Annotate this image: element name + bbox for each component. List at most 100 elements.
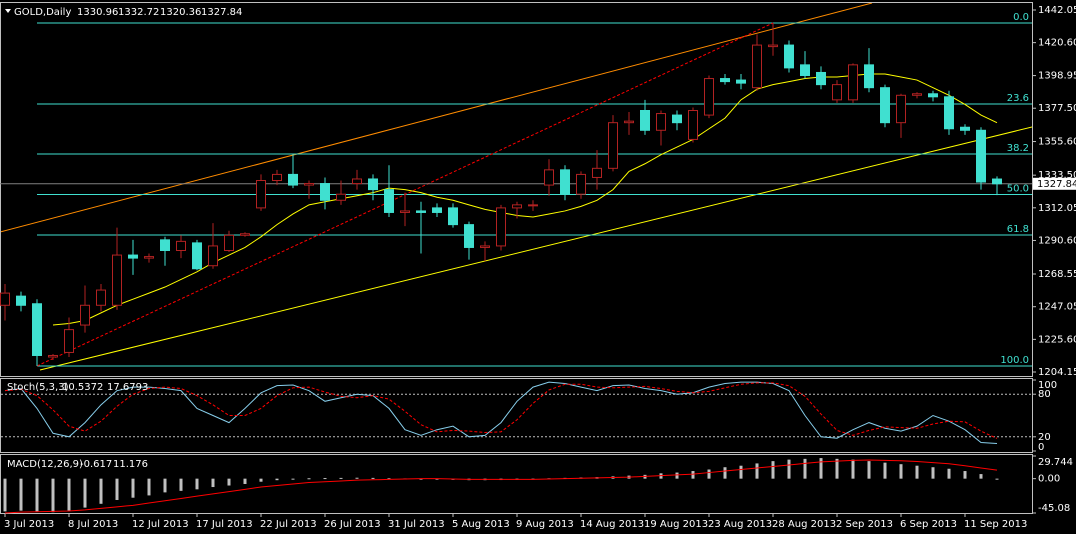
fib-label: 38.2 [1007, 143, 1029, 154]
candle-body [256, 179, 266, 209]
candle-body [672, 114, 682, 124]
candle-body [576, 173, 586, 195]
stoch-title: Stoch(5,3,3) [7, 382, 69, 393]
histogram-bar [755, 463, 759, 479]
candle-body [192, 242, 202, 270]
candle-body [928, 93, 938, 98]
stoch-signal-value: 17.6793 [107, 382, 148, 393]
menu-icon [5, 9, 11, 13]
histogram-bar [739, 465, 743, 479]
x-tick-label: 12 Jul 2013 [132, 519, 189, 530]
candle-body [464, 224, 474, 248]
candle-body [688, 110, 698, 140]
close-value: 1327.84 [201, 7, 242, 18]
candle-body [848, 64, 858, 101]
stoch-panel-frame [0, 378, 1033, 453]
histogram-bar [19, 478, 23, 511]
histogram-bar [51, 478, 55, 513]
x-tick-label: 22 Jul 2013 [260, 519, 317, 530]
candle-body [544, 169, 554, 186]
histogram-bar [131, 478, 135, 498]
low-value: 1320.36 [160, 7, 201, 18]
signal-line [4, 459, 998, 514]
candle-body [64, 329, 74, 353]
candle-body [992, 178, 1002, 185]
histogram-bar [979, 474, 983, 479]
candle-body [832, 84, 842, 101]
x-tick-label: 23 Aug 2013 [708, 519, 772, 530]
candle-body [880, 87, 890, 124]
macd-signal-value: 11.176 [113, 459, 148, 470]
y-tick-label: 0.00 [1038, 474, 1060, 485]
candle-body [768, 44, 778, 48]
x-tick-label: 31 Jul 2013 [388, 519, 445, 530]
candle-body [912, 93, 922, 96]
histogram-bar [259, 478, 263, 482]
histogram-bar [163, 478, 167, 493]
histogram-bar [115, 478, 119, 500]
fib-label: 50.0 [1007, 183, 1029, 194]
x-tick-label: 8 Jul 2013 [68, 519, 118, 530]
candle-body [784, 44, 794, 69]
indicator-line [4, 381, 998, 445]
histogram-bar [691, 471, 695, 479]
fib-label: 0.0 [1013, 12, 1029, 23]
histogram-bar [99, 478, 103, 504]
candle-body [208, 245, 218, 267]
candle-body [320, 183, 330, 201]
y-tick-label: 20 [1038, 432, 1051, 443]
candle-body [400, 210, 410, 213]
indicator-line [4, 382, 998, 439]
y-tick-label: 1377.50 [1038, 103, 1076, 114]
candle-body [704, 78, 714, 116]
histogram-bar [355, 477, 359, 479]
histogram-bar [947, 468, 951, 479]
chart-title: GOLD,Daily [14, 7, 71, 18]
main-panel-frame [0, 2, 1033, 377]
histogram-bar [851, 459, 855, 479]
high-value: 1332.72 [118, 7, 159, 18]
histogram-bar [387, 478, 391, 480]
stoch-main-value: 10.5372 [62, 382, 103, 393]
histogram-bar [307, 478, 311, 480]
candle-body [480, 245, 490, 248]
histogram-bar [883, 462, 887, 479]
y-tick-label: 1225.60 [1038, 334, 1076, 345]
y-tick-label: 1312.05 [1038, 203, 1076, 214]
y-tick-label: 1420.60 [1038, 38, 1076, 49]
candle-body [560, 169, 570, 195]
candle-body [288, 173, 298, 186]
histogram-bar [787, 459, 791, 479]
x-tick-label: 3 Jul 2013 [4, 519, 54, 530]
histogram-bar [723, 467, 727, 479]
y-tick-label: 1204.15 [1038, 367, 1076, 378]
y-tick-label: 0 [1038, 442, 1044, 453]
candle-body [720, 78, 730, 83]
histogram-bar [771, 461, 775, 479]
candle-body [736, 79, 746, 84]
candle-body [240, 233, 250, 236]
y-tick-label: 1268.55 [1038, 269, 1076, 280]
y-tick-label: 1247.05 [1038, 302, 1076, 313]
histogram-bar [227, 478, 231, 486]
histogram-bar [275, 478, 279, 481]
candle-body [144, 256, 154, 259]
y-tick-label: 29.744 [1038, 457, 1073, 468]
y-tick-label: 1442.05 [1038, 5, 1076, 16]
fib-label: 61.8 [1007, 224, 1029, 235]
candle-body [448, 207, 458, 226]
candle-body [944, 96, 954, 130]
candle-body [528, 204, 538, 207]
candle-body [224, 234, 234, 251]
candle-body [0, 292, 10, 306]
candle-body [416, 210, 426, 213]
price-label: 1327.84 [1037, 179, 1076, 190]
fib-label: 100.0 [1000, 355, 1029, 366]
histogram-bar [915, 465, 919, 479]
x-tick-label: 14 Aug 2013 [580, 519, 644, 530]
fib-label: 23.6 [1007, 93, 1029, 104]
candle-body [656, 113, 666, 131]
candle-body [272, 173, 282, 181]
candle-body [16, 295, 26, 306]
histogram-bar [291, 478, 295, 480]
